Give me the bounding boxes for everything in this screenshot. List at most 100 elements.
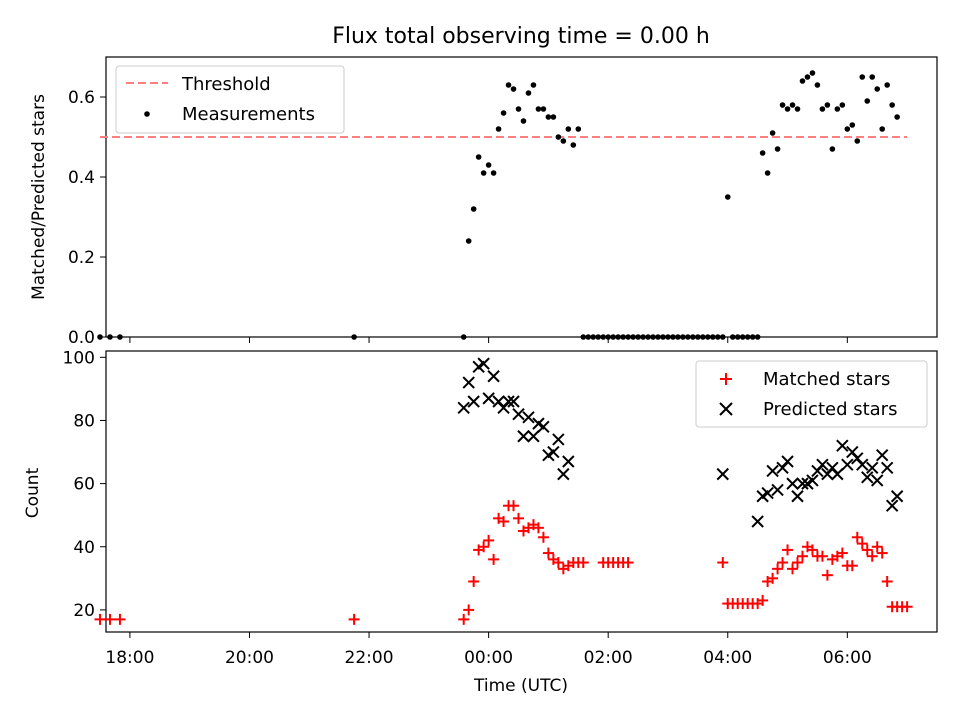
measurement-point [884,82,890,88]
top-legend: Threshold Measurements [115,65,345,134]
matched-point [816,550,828,562]
measurement-point [789,102,796,108]
measurement-point [799,78,806,84]
measurement-point [535,106,542,112]
matched-point [861,544,873,556]
measurement-point [719,334,726,340]
matched-point [871,541,883,553]
measurement-point [854,138,861,144]
measurement-point [864,98,871,104]
measurement-point [705,334,711,340]
matched-point [821,569,833,581]
measurement-point [485,162,492,168]
predicted-point [562,455,575,468]
measurement-point [874,86,881,92]
predicted-point [816,458,829,471]
matched-point [901,601,913,613]
measurement-point [685,334,691,340]
predicted-point [557,467,570,481]
measurement-point [640,334,646,340]
matched-point [478,541,490,553]
predicted-point [871,474,884,487]
measurement-point [819,106,826,112]
measurement-point [804,74,811,80]
matched-point [104,613,116,625]
bottom-plot-area [105,350,938,633]
measurement-point [680,334,686,340]
measurement-point [595,334,602,340]
measurement-point [739,334,746,340]
predicted-point [716,467,729,481]
measurement-point [480,170,487,176]
bottom-legend: Matched stars Predicted stars [695,360,928,428]
matched-point [348,613,360,625]
bottom-panel: 20 40 60 80 100 18:00 20:00 22:00 00:00 02:00 04:… [23,348,938,696]
legend-predicted-swatch [719,402,733,416]
measurement-point [844,126,851,132]
top-ytick-label-2: 0.4 [68,168,95,188]
measurement-point [97,334,103,340]
measurement-point [515,106,522,112]
measurement-point [879,126,885,132]
matched-point [94,613,106,625]
matched-point [537,531,549,543]
measurement-point [475,154,482,160]
measurement-point [759,150,766,156]
predicted-point [527,430,540,443]
top-ytick-label-1: 0.2 [68,248,95,268]
xtick-label-1: 20:00 [225,648,274,668]
measurement-point [550,114,557,120]
measurement-point [530,82,537,88]
matched-point [483,534,495,546]
matched-point [866,550,878,562]
bottom-ytick-label-3: 80 [73,411,95,431]
top-legend-box [115,65,345,134]
predicted-point [507,395,520,408]
legend-measurements-label: Measurements [182,104,315,125]
xtick-label-4: 02:00 [584,648,633,668]
predicted-point [457,401,470,415]
measurement-point [351,334,357,340]
measurement-point [570,142,577,148]
measurement-point [744,334,751,340]
measurement-point [630,334,636,340]
measurement-point [754,334,761,340]
predicted-point [552,433,565,446]
measurement-point [505,82,512,88]
matched-point [856,538,868,550]
measurement-point [675,334,681,340]
top-plot-area [105,56,938,338]
predicted-point [781,455,794,468]
predicted-point [477,357,490,370]
predicted-point [866,461,879,475]
predicted-point [502,395,515,408]
matched-point [552,557,564,569]
predicted-point [796,477,809,490]
predicted-point [522,411,535,424]
matched-point [498,515,510,527]
predicted-point [875,448,889,462]
measurement-point [660,334,666,340]
measurement-point [859,74,866,80]
predicted-point [831,467,844,481]
predicted-point [482,392,495,405]
measurement-point [729,334,736,340]
top-y-axis-label: Matched/Predicted stars [29,94,49,300]
matched-point [458,613,470,625]
legend-measurements-swatch [144,111,150,117]
measurement-point [749,334,756,340]
predicted-point [766,464,779,478]
matched-point [782,544,794,556]
measurement-point [565,126,572,132]
measurement-point [635,334,641,340]
matched-point [463,604,475,616]
measurement-points [97,70,900,340]
measurement-point [690,334,696,340]
x-axis-label: Time (UTC) [473,676,568,696]
predicted-point [512,407,525,421]
matched-point [806,544,818,556]
measurement-point [585,334,592,340]
predicted-point [467,395,480,408]
measurement-point [590,334,597,340]
